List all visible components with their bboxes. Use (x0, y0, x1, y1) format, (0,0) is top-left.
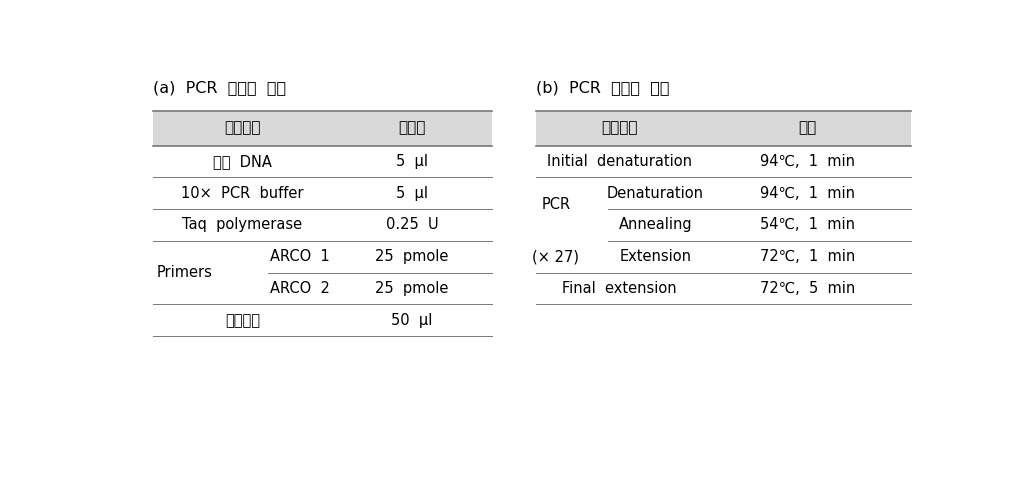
Text: 50  μl: 50 μl (391, 313, 433, 328)
Text: Taq  polymerase: Taq polymerase (182, 217, 303, 232)
Text: 반응단계: 반응단계 (602, 121, 638, 136)
Text: Annealing: Annealing (619, 217, 692, 232)
Text: (b)  PCR  반응액  조건: (b) PCR 반응액 조건 (536, 80, 670, 95)
Text: 주형  DNA: 주형 DNA (213, 154, 272, 169)
Text: (a)  PCR  반응액  조성: (a) PCR 반응액 조성 (152, 80, 285, 95)
Text: Initial  denaturation: Initial denaturation (547, 154, 692, 169)
Bar (152, 111, 492, 145)
Text: 5  μl: 5 μl (397, 186, 428, 201)
Text: Extension: Extension (620, 249, 691, 264)
Text: 조건: 조건 (798, 121, 817, 136)
Text: 94℃,  1  min: 94℃, 1 min (760, 154, 855, 169)
Text: Final  extension: Final extension (562, 281, 677, 296)
Text: 54℃,  1  min: 54℃, 1 min (760, 217, 855, 232)
Text: 72℃,  5  min: 72℃, 5 min (760, 281, 855, 296)
Text: Denaturation: Denaturation (607, 186, 705, 201)
Text: 5  μl: 5 μl (397, 154, 428, 169)
Text: 10×  PCR  buffer: 10× PCR buffer (181, 186, 304, 201)
Text: Primers: Primers (157, 265, 212, 280)
Text: 25  pmole: 25 pmole (376, 249, 449, 264)
Text: ARCO  1: ARCO 1 (271, 249, 331, 264)
Text: 25  pmole: 25 pmole (376, 281, 449, 296)
Text: 반응물질: 반응물질 (225, 121, 261, 136)
Text: 72℃,  1  min: 72℃, 1 min (760, 249, 855, 264)
Text: (× 27): (× 27) (533, 249, 579, 264)
Text: 94℃,  1  min: 94℃, 1 min (760, 186, 855, 201)
Text: 0.25  U: 0.25 U (386, 217, 439, 232)
Text: ARCO  2: ARCO 2 (271, 281, 331, 296)
Text: PCR: PCR (541, 197, 571, 212)
Text: 첨가량: 첨가량 (399, 121, 425, 136)
Bar (536, 111, 912, 145)
Text: 최종부피: 최종부피 (225, 313, 260, 328)
